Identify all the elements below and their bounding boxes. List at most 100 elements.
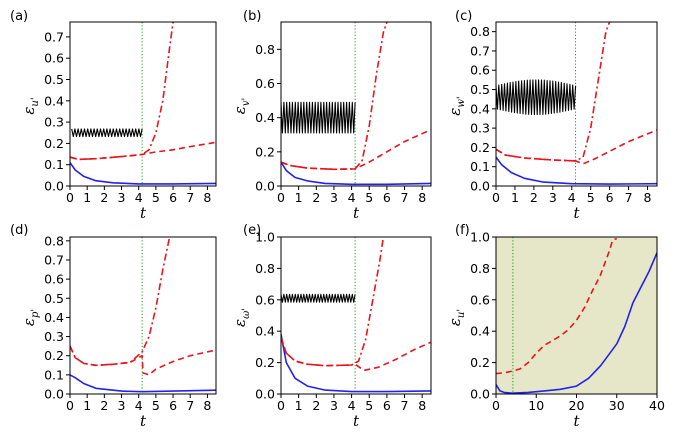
x-tick-label: 7 [401,398,409,413]
x-tick-label: 2 [100,398,108,413]
x-tick-label: 2 [312,398,320,413]
y-tick-label: 0.1 [470,159,490,174]
x-tick-label: 3 [118,398,126,413]
y-axis-label-main: ε [231,319,249,327]
x-tick-label: 20 [569,398,585,413]
y-tick-label: 0.2 [255,355,275,370]
plot-area [70,237,216,394]
y-axis-label-main: ε [20,107,38,115]
plot-area [281,237,431,394]
y-tick-label: 0.2 [470,355,490,370]
y-tick-label: 0.4 [255,324,275,339]
y-tick-label: 0.3 [44,115,64,130]
series-blue [70,162,216,185]
y-tick-label: 0.0 [44,387,64,402]
y-tick-label: 1.0 [255,230,275,245]
x-tick-label: 10 [528,398,544,413]
x-tick-label: 5 [365,398,373,413]
panel-e: 0 1 2 3 4 5 6 7 8 0.0 0.2 0.4 0.6 0.8 1.0 t εω' (e) [231,223,432,430]
panel-label: (e) [243,223,261,238]
series-blue [496,156,657,185]
y-tick-label: 0.8 [255,261,275,276]
panel-label: (c) [455,9,472,24]
x-tick-label: 8 [644,190,652,205]
y-axis-label: εω' [231,308,252,327]
x-tick-label: 5 [587,190,595,205]
axes-frame [280,236,432,395]
y-axis-label-main: ε [20,318,38,326]
y-tick-label: 0.0 [44,179,64,194]
series-red-dashed [70,345,216,376]
y-tick-label: 0.4 [44,93,64,108]
y-tick-label: 0.4 [470,101,490,116]
x-tick-label: 2 [312,190,320,205]
x-tick-label: 6 [169,190,177,205]
plot-area [496,22,657,186]
x-tick-label: 0 [277,398,285,413]
plot-area [281,22,431,186]
y-tick-label: 0.3 [44,329,64,344]
y-axis-label-main: ε [446,318,464,326]
y-tick-label: 0.4 [255,110,275,125]
x-tick-label: 1 [295,190,303,205]
x-tick-label: 4 [348,190,356,205]
series-red-dashed [496,129,657,165]
y-axis-label: εv' [231,98,252,114]
plot-area [70,22,216,186]
x-tick-label: 8 [203,190,211,205]
x-tick-label: 0 [66,190,74,205]
axes-frame [69,236,217,395]
x-tick-label: 4 [135,398,143,413]
y-tick-label: 0.8 [255,42,275,57]
y-axis-label-sub: w' [456,96,467,107]
x-tick-label: 0 [492,190,500,205]
panel-c: 0 1 2 3 4 5 6 7 8 0.0 0.1 0.2 0.3 0.4 0.5 0.6 0.7 0.8 t εw'… [446,9,658,222]
x-tick-label: 8 [203,398,211,413]
series-black-oscillating [496,79,577,116]
series-black-oscillating [281,293,356,303]
y-axis-label-sub: ω' [241,308,252,319]
y-tick-label: 0.6 [470,63,490,78]
series-red-dashdot [70,237,171,367]
panel-d: 0 1 2 3 4 5 6 7 8 0.0 0.1 0.2 0.3 0.4 0.5 0.6 0.7 0.8 t εp'… [10,223,217,430]
x-tick-label: 2 [100,190,108,205]
y-axis-label-sub: u' [30,97,41,106]
panel-f: 0 10 20 30 40 0.0 0.2 0.4 0.6 0.8 1.0 t εu' (f) [446,223,665,430]
x-axis-label: t [140,204,147,222]
x-tick-label: 40 [649,398,665,413]
x-axis-label: t [573,204,580,222]
y-axis-label: εu' [446,309,467,326]
y-axis-label-sub: v' [241,98,252,106]
x-tick-label: 7 [186,398,194,413]
y-tick-label: 0.7 [44,29,64,44]
y-tick-label: 0.8 [44,233,64,248]
x-tick-label: 0 [492,398,500,413]
series-red-dashed [496,237,618,375]
y-tick-label: 0.5 [470,82,490,97]
series-red-dashdot [281,237,385,367]
x-tick-label: 4 [568,190,576,205]
y-tick-label: 0.2 [255,144,275,159]
plot-background [496,237,657,394]
y-tick-label: 0.8 [470,261,490,276]
y-tick-label: 0.5 [44,291,64,306]
plot-area [496,237,657,394]
series-red-dashed [281,337,431,372]
x-tick-label: 2 [530,190,538,205]
y-tick-label: 0.0 [470,179,490,194]
x-axis-label: t [140,412,147,430]
x-tick-label: 8 [418,190,426,205]
x-tick-label: 8 [418,398,426,413]
series-red-dashed [70,141,216,161]
y-axis-label: εu' [20,97,41,114]
y-axis-label: εw' [446,96,467,115]
y-tick-label: 0.0 [255,179,275,194]
y-tick-label: 0.1 [44,157,64,172]
x-axis-label: t [353,412,360,430]
x-axis-label: t [353,204,360,222]
y-tick-label: 0.2 [44,136,64,151]
y-tick-label: 0.0 [255,387,275,402]
y-tick-label: 0.6 [44,272,64,287]
y-tick-label: 0.3 [470,121,490,136]
y-axis-label: εp' [20,309,41,326]
